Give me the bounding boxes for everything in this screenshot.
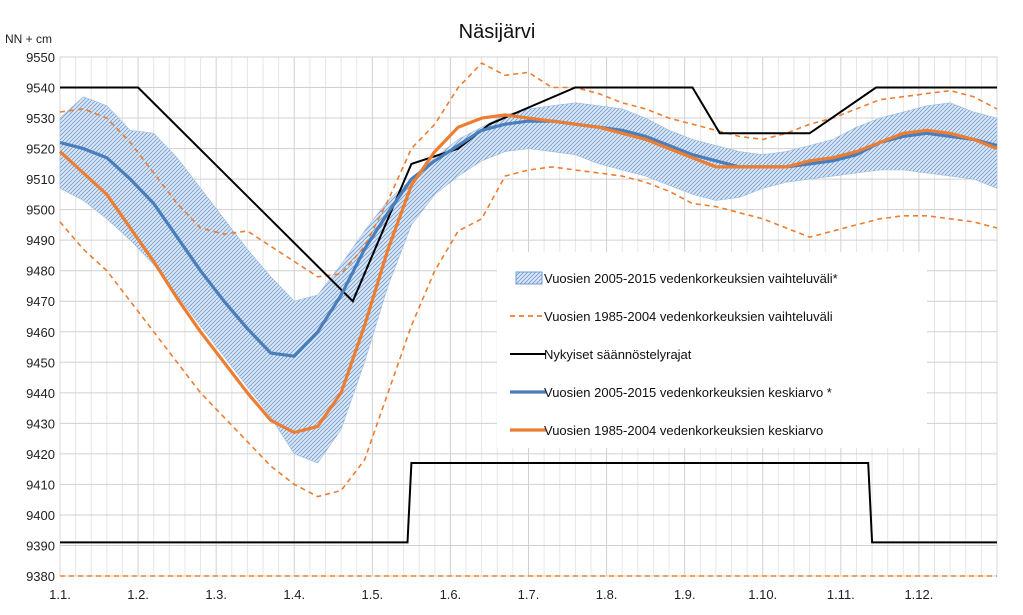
series-band-2005-2015 [59, 96, 998, 464]
y-tick-label: 9540 [26, 81, 55, 96]
legend-label: Nykyiset säännöstelyrajat [544, 347, 692, 362]
x-tick-label: 1.7. [518, 587, 540, 602]
y-tick-label: 9430 [26, 416, 55, 431]
series-regulation-lower-limit [60, 462, 997, 544]
y-tick-label: 9490 [26, 233, 55, 248]
x-tick-label: 1.10. [748, 587, 777, 602]
series-range-1985-2004-upper [59, 62, 998, 278]
series-layer [58, 62, 998, 577]
x-tick-label: 1.12. [904, 587, 933, 602]
x-tick-label: 1.5. [361, 587, 383, 602]
x-tick-label: 1.11. [827, 587, 855, 602]
x-tick-label: 1.1. [49, 587, 71, 602]
x-tick-label: 1.4. [283, 587, 305, 602]
chart-title: Näsijärvi [459, 21, 536, 43]
x-tick-label: 1.2. [127, 587, 149, 602]
y-tick-label: 9380 [26, 569, 55, 584]
x-tick-label: 1.6. [440, 587, 462, 602]
y-tick-label: 9470 [26, 294, 55, 309]
y-tick-label: 9520 [26, 142, 55, 157]
series-regulation-upper-limit [60, 86, 997, 303]
legend-label: Vuosien 1985-2004 vedenkorkeuksien keski… [544, 423, 823, 438]
y-tick-label: 9410 [26, 477, 55, 492]
y-tick-label: 9480 [26, 264, 55, 279]
x-tick-label: 1.3. [205, 587, 227, 602]
x-tick-label: 1.8. [596, 587, 618, 602]
legend: Vuosien 2005-2015 vedenkorkeuksien vaiht… [497, 252, 927, 448]
series-mean-2005-2015 [59, 119, 998, 358]
y-tick-label: 9500 [26, 203, 55, 218]
y-tick-label: 9530 [26, 111, 55, 126]
legend-swatch-band [515, 271, 543, 285]
series-mean-1985-2004 [58, 113, 998, 435]
legend-label: Vuosien 1985-2004 vedenkorkeuksien vaiht… [544, 309, 833, 324]
series-range-1985-2004-lower [59, 166, 998, 498]
y-axis-label: NN + cm [5, 32, 52, 46]
y-tick-label: 9390 [26, 538, 55, 553]
y-tick-label: 9450 [26, 355, 55, 370]
legend-background [497, 252, 927, 448]
y-tick-label: 9440 [26, 386, 55, 401]
y-tick-label: 9460 [26, 325, 55, 340]
x-tick-label: 1.9. [674, 587, 696, 602]
y-tick-label: 9510 [26, 172, 55, 187]
legend-label: Vuosien 2005-2015 vedenkorkeuksien keski… [544, 385, 832, 400]
y-tick-label: 9420 [26, 447, 55, 462]
axis-layer: 9380 9390 9400 9410 9420 9430 9440 9450 9460 9470… [26, 50, 933, 602]
legend-label: Vuosien 2005-2015 vedenkorkeuksien vaiht… [544, 271, 838, 286]
y-tick-label: 9400 [26, 508, 55, 523]
y-tick-label: 9550 [26, 50, 55, 65]
